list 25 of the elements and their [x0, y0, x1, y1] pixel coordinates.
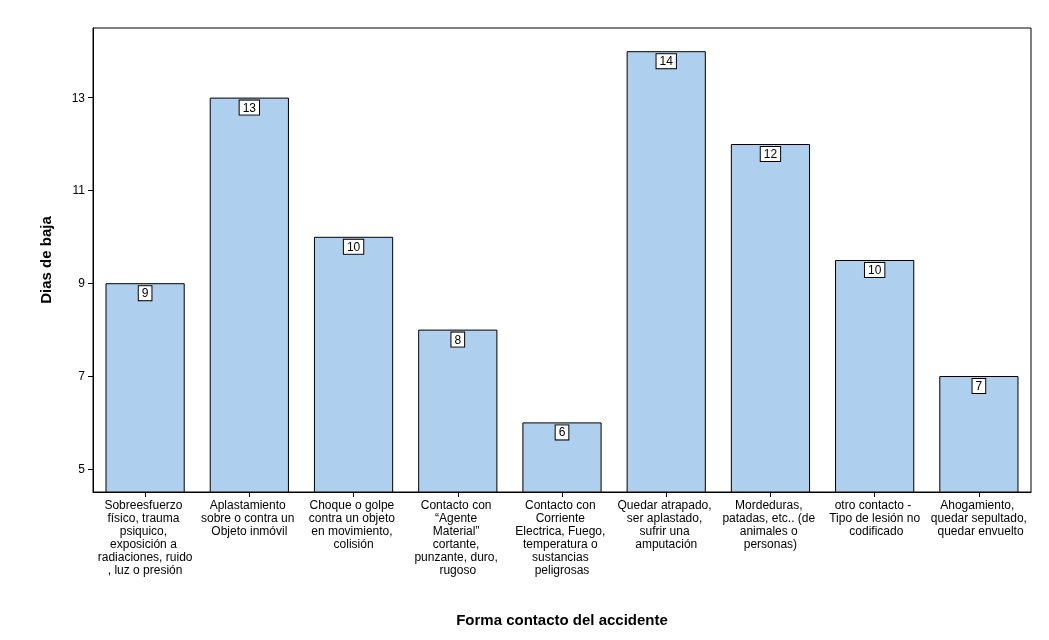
y-axis-title: Dias de baja [37, 215, 54, 304]
x-tick-label: Contacto con “Agente Material” cortante, punzante, duro, rugoso [414, 497, 502, 577]
y-tick-label: 11 [72, 183, 86, 198]
x-tick-label: Ahogamiento, quedar sepultado, quedar envuelto [930, 497, 1027, 538]
x-tick-label: Quedar atrapado, ser aplastado, sufrir una amputación [617, 497, 715, 551]
x-tick-label: Sobreesfuerzo físico, trauma psiquico, exposición a radiaciones, ruido, luz o presión [97, 497, 193, 577]
x-tick-label: Mordeduras, patadas, etc.. (de animales o personas) [722, 497, 819, 551]
x-axis-title: Forma contacto del accidente [456, 611, 668, 628]
data-label: 12 [763, 147, 778, 161]
y-tick-label: 9 [78, 276, 86, 291]
data-label: 10 [346, 239, 361, 254]
data-label: 13 [242, 100, 257, 115]
data-label: 9 [141, 286, 149, 301]
y-tick-label: 13 [71, 90, 86, 105]
y-tick-label: 7 [78, 369, 86, 383]
x-tick-label: otro contacto - Tipo de lesión no codificado [829, 497, 921, 538]
x-tick-label: Aplastamiento sobre o contra un Objeto inmóvil [200, 497, 298, 538]
data-label: 7 [975, 379, 983, 393]
data-label: 10 [867, 263, 882, 277]
data-label: 6 [558, 425, 566, 440]
data-label: 8 [454, 332, 462, 347]
y-tick-label: 5 [78, 461, 86, 476]
x-tick-label: Contacto con Corriente Electrica, Fuego, temperatura o sustancias peligrosas [515, 497, 609, 577]
data-label: 14 [659, 54, 674, 69]
x-tick-label: Choque o golpe contra un objeto en movimiento, colisión [308, 497, 399, 551]
